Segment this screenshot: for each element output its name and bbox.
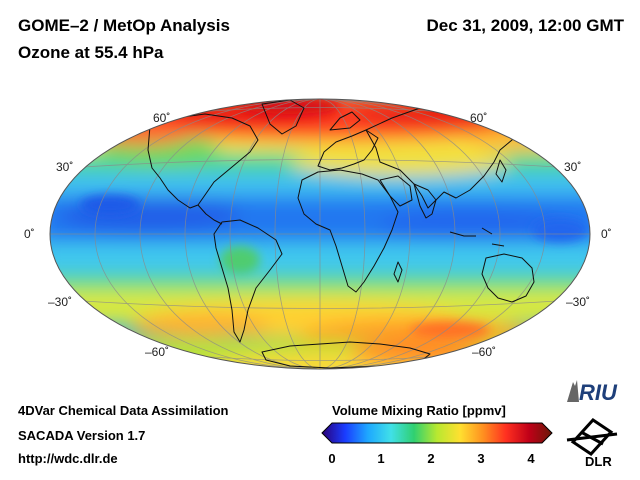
colorbar-tick-4: 4 <box>527 451 535 466</box>
footer-line-3: http://wdc.dlr.de <box>18 451 118 466</box>
footer-line-1: 4DVar Chemical Data Assimilation <box>18 403 229 418</box>
lat-label-right-m30: –30˚ <box>566 295 591 309</box>
graticule <box>50 99 590 369</box>
lat-label-right-60: 60˚ <box>470 111 488 125</box>
ozone-field <box>50 99 590 369</box>
colorbar-gradient <box>321 422 553 444</box>
dlr-logo: DLR <box>566 418 618 469</box>
lat-label-left-m30: –30˚ <box>48 295 73 309</box>
riu-logo: RIU <box>567 380 618 405</box>
riu-logo-text: RIU <box>579 380 618 405</box>
colorbar-tick-1: 1 <box>377 451 385 466</box>
lat-label-left-0: 0˚ <box>24 227 35 241</box>
lat-label-left-60: 60˚ <box>153 111 171 125</box>
lat-label-right-m60: –60˚ <box>472 345 497 359</box>
lat-label-left-m60: –60˚ <box>145 345 170 359</box>
colorbar-tick-3: 3 <box>477 451 485 466</box>
colorbar-tick-0: 0 <box>328 451 336 466</box>
ozone-map <box>49 98 591 370</box>
riu-logo-tower <box>567 380 579 402</box>
title-line-1: GOME–2 / MetOp Analysis <box>18 16 230 35</box>
lat-label-left-30: 30˚ <box>56 160 74 174</box>
footer-line-2: SACADA Version 1.7 <box>18 428 146 443</box>
colorbar <box>321 422 553 444</box>
map-border <box>49 98 591 370</box>
title-line-2: Ozone at 55.4 hPa <box>18 43 164 62</box>
colorbar-tick-2: 2 <box>427 451 435 466</box>
lat-label-right-30: 30˚ <box>564 160 582 174</box>
colorbar-title: Volume Mixing Ratio [ppmv] <box>332 403 506 418</box>
dlr-logo-mark <box>566 418 618 456</box>
dlr-logo-text: DLR <box>585 454 612 469</box>
lat-label-right-0: 0˚ <box>601 227 612 241</box>
datetime-label: Dec 31, 2009, 12:00 GMT <box>426 16 624 35</box>
